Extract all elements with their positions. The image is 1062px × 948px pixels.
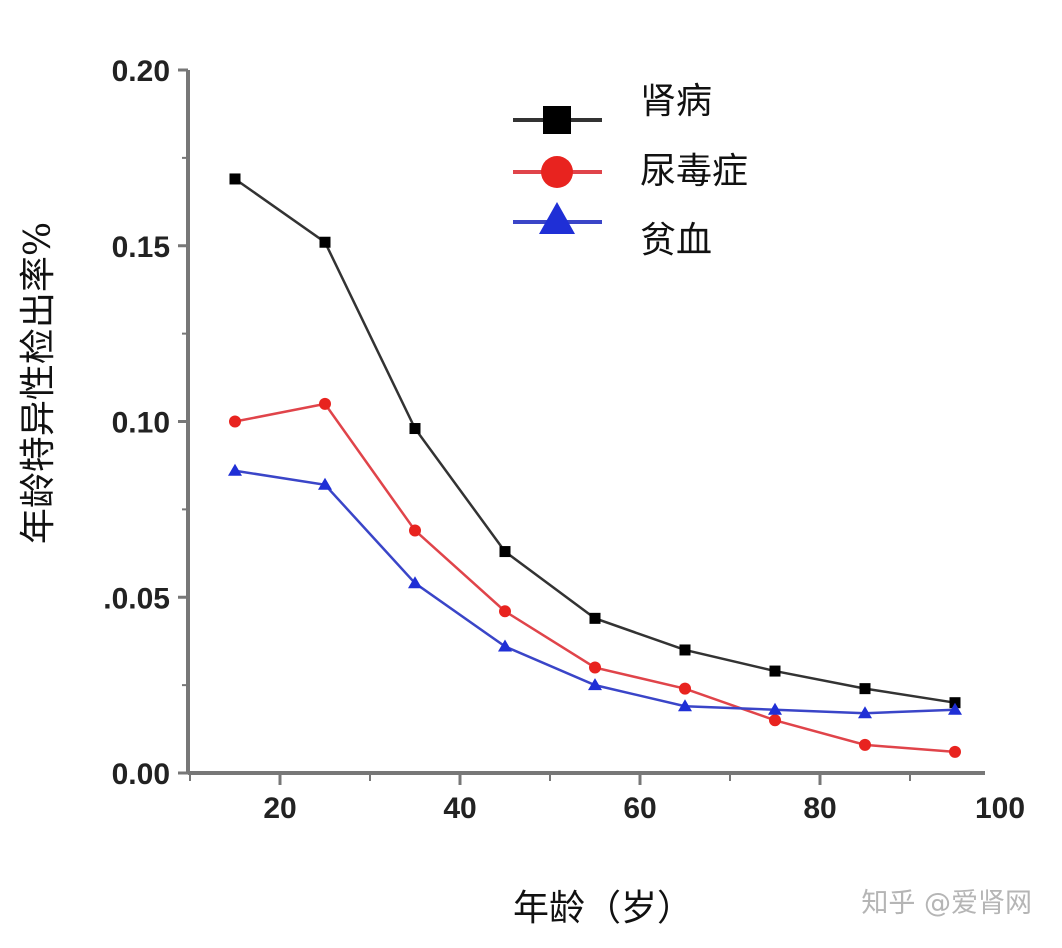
triangle-marker-icon (408, 576, 422, 589)
series-layer (228, 173, 962, 758)
circle-marker-icon (319, 397, 331, 410)
circle-marker-icon (229, 415, 241, 428)
square-marker-icon (409, 423, 421, 435)
y-tick-label: 0.15 (112, 231, 170, 264)
x-axis-title: 年龄（岁） (513, 888, 693, 929)
y-tick-label: 0.20 (112, 55, 170, 88)
triangle-marker-icon (588, 678, 602, 691)
series-line (234, 177, 956, 704)
legend-item-circle: 尿毒症 (513, 151, 748, 192)
legend-item-triangle: 贫血 (513, 202, 712, 261)
circle-marker-icon (949, 745, 961, 758)
x-tick-label: 80 (803, 792, 836, 825)
square-marker-icon (769, 665, 781, 677)
circle-marker-icon (409, 524, 421, 537)
square-marker-icon (859, 683, 871, 695)
square-marker-icon (589, 612, 601, 624)
series-line (234, 402, 956, 754)
triangle-marker-icon (768, 702, 782, 715)
circle-marker-icon (859, 738, 871, 751)
square-marker-icon (949, 697, 961, 709)
square-marker-icon (319, 236, 331, 248)
legend-label: 贫血 (640, 220, 712, 261)
y-tick-label: .0.05 (103, 582, 170, 615)
legend-label: 尿毒症 (640, 151, 748, 192)
square-marker-icon (679, 644, 691, 656)
watermark: 知乎 @爱肾网 (861, 888, 1032, 919)
x-tick-label: 40 (443, 792, 476, 825)
legend-label: 肾病 (640, 81, 712, 122)
triangle-marker-icon (858, 706, 872, 719)
square-marker-icon (543, 106, 571, 134)
series-line (234, 469, 956, 715)
circle-marker-icon (499, 605, 511, 618)
triangle-marker-icon (318, 477, 332, 490)
y-axis-title: 年龄特异性检出率% (18, 222, 59, 544)
x-tick-label: 20 (263, 792, 296, 825)
y-tick-label: 0.10 (112, 407, 170, 440)
x-tick-label: 100 (975, 792, 1025, 825)
square-marker-icon (499, 546, 511, 558)
triangle-marker-icon (678, 699, 692, 712)
x-tick-label: 60 (623, 792, 656, 825)
circle-marker-icon (589, 661, 601, 674)
legend-item-square: 肾病 (513, 81, 712, 134)
triangle-marker-icon (228, 463, 242, 476)
triangle-marker-icon (498, 639, 512, 652)
series-circle (229, 397, 961, 758)
series-square (229, 173, 961, 709)
triangle-marker-icon (539, 202, 575, 234)
square-marker-icon (229, 173, 241, 185)
circle-marker-icon (541, 156, 573, 188)
triangle-marker-icon (948, 702, 962, 715)
circle-marker-icon (769, 714, 781, 727)
axes: 0.00 .0.05 0.10 0.15 0.20 20 40 60 80 100 (103, 55, 1025, 825)
circle-marker-icon (679, 682, 691, 695)
series-triangle (228, 463, 962, 719)
y-tick-label: 0.00 (112, 758, 170, 791)
